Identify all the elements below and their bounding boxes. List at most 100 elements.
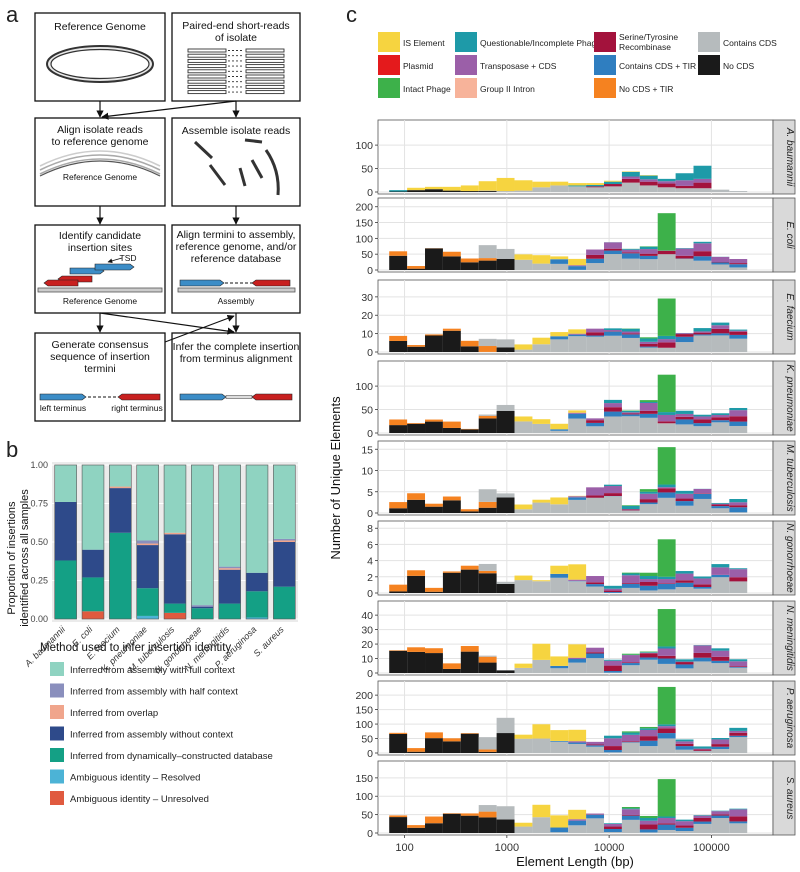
chart-c-bar-segment	[532, 181, 551, 188]
chart-c-bar-segment	[675, 248, 694, 256]
chart-c-bar-segment	[639, 729, 658, 737]
chart-c-bar-segment	[621, 413, 640, 415]
chart-c-bar-segment	[657, 213, 676, 251]
chart-c-bar-segment	[586, 818, 605, 833]
chart-c-bar-segment	[657, 686, 676, 725]
chart-c-bar-segment	[639, 417, 658, 433]
chart-c-bar-segment	[425, 335, 443, 352]
chart-c-bar-segment	[693, 578, 712, 585]
chart-b-bar-segment	[218, 566, 241, 569]
chart-c-bar-segment	[711, 577, 730, 593]
chart-c-bar-segment	[389, 732, 408, 734]
chart-c-bar-segment	[693, 576, 712, 579]
chart-c-bar-segment	[711, 660, 730, 664]
chart-c-bar-segment	[604, 254, 622, 270]
chart-c-bar-segment	[532, 255, 551, 264]
chart-b-bar-segment	[109, 486, 132, 489]
chart-c-bar-segment	[586, 741, 605, 745]
chart-b-xtick: S. aureus	[251, 624, 286, 659]
chart-c-bar-segment	[621, 252, 640, 254]
chart-c-bar-segment	[604, 484, 622, 487]
chart-b-bar-segment	[218, 569, 241, 604]
chart-c-bar-segment	[621, 178, 640, 183]
chart-c-bar-segment	[586, 184, 605, 187]
chart-c-bar-segment	[657, 423, 676, 433]
chart-b-bar-segment	[273, 465, 296, 539]
chart-b-bar-segment	[109, 532, 132, 619]
chart-c-bar-segment	[442, 571, 461, 573]
chart-c-bar-segment	[604, 671, 622, 673]
chart-c-bar-segment	[621, 815, 640, 820]
chart-c-bar-segment	[675, 821, 694, 826]
chart-b-xtick: P. aeruginosa	[213, 624, 259, 670]
chart-c-bar-segment	[532, 502, 551, 513]
chart-c-bar-segment	[389, 817, 408, 833]
chart-c-bar-segment	[675, 410, 694, 414]
chart-c-bar-segment	[657, 609, 676, 647]
chart-c-bar-segment	[514, 504, 533, 510]
chart-c-bar-segment	[711, 815, 730, 819]
chart-c-ytick: 0	[367, 508, 373, 520]
chart-c-bar-segment	[442, 256, 461, 270]
chart-c-facet-panel	[377, 197, 774, 273]
chart-c-bar-segment	[460, 733, 479, 753]
chart-c-ytick: 30	[361, 292, 373, 304]
chart-c-bar-segment	[407, 423, 426, 424]
chart-c-bar-segment	[514, 580, 533, 593]
chart-c-bar-segment	[586, 426, 605, 433]
chart-c-bar-segment	[657, 412, 676, 415]
chart-c-bar-segment	[729, 407, 748, 411]
chart-c-bar-segment	[442, 186, 461, 191]
chart-c-bar-segment	[586, 814, 605, 819]
chart-c-bar-segment	[568, 564, 587, 580]
chart-c-bar-segment	[407, 266, 426, 269]
chart-c-bar-segment	[407, 575, 426, 593]
chart-c-facet-strip	[772, 440, 796, 516]
chart-c-bar-segment	[532, 738, 551, 753]
chart-c-bar-segment	[693, 493, 712, 494]
chart-c-bar-segment	[442, 813, 461, 814]
chart-c-bar-segment	[460, 511, 479, 513]
chart-b-legend-label: Inferred from assembly with full context	[70, 665, 235, 676]
chart-c-bar-segment	[639, 489, 658, 492]
chart-c-bar-segment	[657, 648, 676, 656]
chart-c-bar-segment	[657, 447, 676, 485]
chart-c-bar-segment	[729, 505, 748, 508]
chart-c-bar-segment	[586, 335, 605, 337]
chart-c-bar-segment	[586, 328, 605, 333]
chart-c-facet-strip	[772, 680, 796, 756]
chart-b-bar-outline	[109, 464, 132, 620]
chart-c-bar-segment	[711, 413, 730, 415]
chart-b-ytick: 0.00	[30, 614, 48, 624]
chart-c-bar-segment	[442, 421, 461, 428]
chart-b-bar-segment	[54, 560, 77, 619]
chart-c-bar-segment	[675, 664, 694, 669]
chart-c-bar-segment	[460, 429, 479, 433]
chart-b-bar-segment	[273, 586, 296, 619]
chart-c-bar-segment	[460, 258, 479, 263]
chart-c-bar-segment	[586, 584, 605, 587]
chart-c-bar-segment	[639, 651, 658, 653]
chart-c-bar-segment	[657, 724, 676, 727]
chart-c-bar-segment	[407, 345, 426, 347]
chart-c-bar-segment	[496, 258, 515, 270]
chart-c-bar-segment	[425, 419, 443, 422]
chart-b-ylabel-2: identified across all samples	[19, 489, 31, 627]
chart-c-bar-segment	[550, 423, 569, 430]
chart-b-bar-segment	[136, 540, 159, 544]
chart-c-bar-segment	[693, 586, 712, 589]
chart-c-bar-segment	[604, 750, 622, 753]
chart-c-bar-segment	[532, 817, 551, 833]
chart-c-bar-segment	[729, 821, 748, 824]
chart-c-bar-segment	[693, 584, 712, 587]
chart-c-bar-segment	[711, 574, 730, 578]
chart-b-legend-swatch	[50, 748, 64, 762]
chart-c-xlabel: Element Length (bp)	[516, 854, 634, 869]
chart-c-bar-segment	[442, 190, 461, 192]
chart-c-bar-segment	[550, 656, 569, 666]
chart-c-bar-segment	[568, 657, 587, 660]
chart-c-bar-segment	[639, 832, 658, 833]
chart-c-bar-segment	[568, 413, 587, 419]
chart-c-bar-segment	[639, 185, 658, 192]
text-ident-l2: insertion sites	[68, 242, 132, 254]
